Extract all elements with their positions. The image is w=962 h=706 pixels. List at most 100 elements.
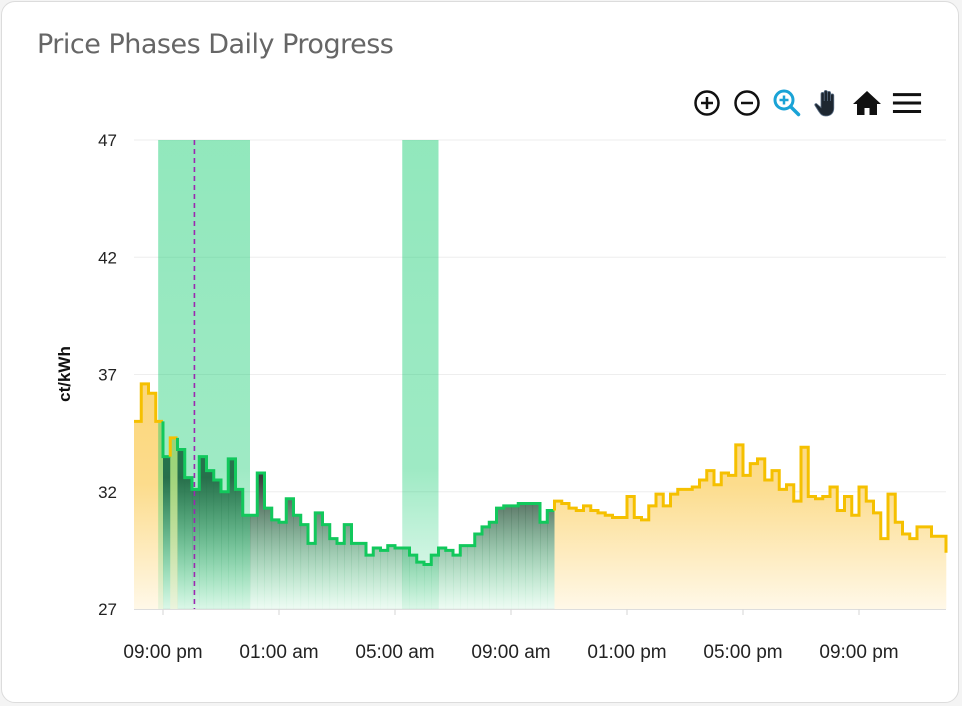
yellow-phase-bar xyxy=(873,512,882,609)
cheap-phase-band xyxy=(158,140,250,609)
zoom-in-icon[interactable] xyxy=(692,88,722,118)
x-tick-label: 05:00 am xyxy=(355,642,434,663)
yellow-phase-bar xyxy=(786,484,795,609)
yellow-phase-line xyxy=(168,436,178,457)
yellow-phase-bar xyxy=(938,536,947,609)
yellow-phase-bar xyxy=(648,505,657,609)
yellow-phase-bar xyxy=(917,526,925,609)
yellow-phase-bar xyxy=(569,508,577,609)
green-phase-bar xyxy=(271,519,280,609)
x-tick-label: 09:00 pm xyxy=(123,642,202,663)
yellow-phase-bar xyxy=(808,496,816,609)
yellow-phase-bar xyxy=(851,515,860,609)
y-tick-label: 47 xyxy=(98,131,117,150)
yellow-phase-bar xyxy=(714,484,722,609)
green-phase-bar xyxy=(293,515,302,609)
green-phase-bar xyxy=(496,508,505,609)
menu-icon[interactable] xyxy=(892,88,922,118)
yellow-phase-bar xyxy=(619,517,628,609)
y-tick-label: 27 xyxy=(98,600,117,619)
chart-title: Price Phases Daily Progress xyxy=(37,29,394,60)
green-phase-bar xyxy=(460,545,468,609)
green-phase-bar xyxy=(489,522,497,609)
green-phase-bar xyxy=(308,543,316,609)
yellow-phase-bar xyxy=(822,496,831,609)
pan-hand-icon[interactable] xyxy=(812,88,842,118)
green-phase-bar xyxy=(373,548,381,609)
green-phase-line xyxy=(176,437,555,566)
yellow-phase-bar xyxy=(764,480,773,609)
yellow-phase-bar xyxy=(837,510,845,609)
yellow-phase-bar xyxy=(793,501,802,609)
yellow-phase-bar xyxy=(866,501,874,609)
green-phase-bar xyxy=(525,503,534,609)
chart-toolbar xyxy=(692,88,922,118)
yellow-phase-bar xyxy=(902,533,911,609)
yellow-phase-bar xyxy=(815,498,824,609)
yellow-phase-bar xyxy=(772,470,780,609)
yellow-phase-bar xyxy=(641,519,650,609)
yellow-phase-bar xyxy=(663,505,671,609)
green-phase-bar xyxy=(503,505,512,609)
x-tick-label: 05:00 pm xyxy=(703,642,782,663)
x-tick-label: 09:00 am xyxy=(471,642,550,663)
zoom-out-icon[interactable] xyxy=(732,88,762,118)
green-phase-bar xyxy=(337,543,345,609)
yellow-phase-bar xyxy=(554,501,563,609)
yellow-phase-bar xyxy=(844,496,853,609)
yellow-phase-bar xyxy=(605,515,613,609)
y-tick-label: 32 xyxy=(98,483,117,502)
green-phase-bar xyxy=(532,503,541,609)
yellow-phase-bar xyxy=(721,472,729,609)
x-tick-label: 09:00 pm xyxy=(819,642,898,663)
yellow-phase-bar xyxy=(880,538,889,609)
yellow-phase-bar xyxy=(931,536,940,609)
yellow-phase-bar xyxy=(801,447,809,609)
green-phase-bar xyxy=(438,548,447,609)
green-phase-bar xyxy=(380,550,389,609)
yellow-phase-bar xyxy=(757,458,766,609)
yellow-phase-bar xyxy=(859,487,867,609)
yellow-phase-bar xyxy=(627,496,635,609)
yellow-phase-bar xyxy=(735,444,744,609)
green-phase-bar xyxy=(315,512,323,609)
yellow-phase-bar xyxy=(612,517,621,609)
green-phase-bar xyxy=(547,510,555,609)
green-phase-bar xyxy=(474,533,483,609)
yellow-phase-bar xyxy=(670,494,679,609)
green-phase-bar xyxy=(322,524,331,609)
yellow-phase-bar xyxy=(909,538,918,609)
yellow-phase-bar xyxy=(743,475,751,609)
green-phase-bar xyxy=(387,545,396,609)
green-phase-line xyxy=(161,421,171,459)
yellow-phase-bar xyxy=(576,510,584,609)
yellow-phase-bar xyxy=(895,522,903,609)
green-phase-bar xyxy=(279,522,287,609)
yellow-phase-bar xyxy=(830,487,838,609)
selection-zoom-icon[interactable] xyxy=(772,88,802,118)
yellow-phase-bar xyxy=(561,503,570,609)
yellow-phase-bar xyxy=(779,489,787,609)
green-phase-bar xyxy=(351,543,360,609)
y-axis-label: ct/kWh xyxy=(55,346,74,402)
yellow-phase-bar xyxy=(677,489,686,609)
green-phase-bar xyxy=(264,508,273,609)
yellow-phase-bar xyxy=(634,517,642,609)
x-tick-label: 01:00 pm xyxy=(587,642,666,663)
green-phase-bar xyxy=(329,538,338,609)
reset-home-icon[interactable] xyxy=(852,88,882,118)
yellow-phase-bar xyxy=(888,494,896,609)
green-phase-bar xyxy=(286,498,294,609)
yellow-phase-bar xyxy=(583,505,592,609)
green-phase-bar xyxy=(467,545,476,609)
yellow-phase-bar xyxy=(148,393,157,609)
green-phase-bar xyxy=(482,526,490,609)
green-phase-bar xyxy=(300,524,309,609)
yellow-phase-bar xyxy=(656,494,664,609)
green-phase-bar xyxy=(250,515,258,609)
yellow-phase-bar xyxy=(750,463,758,609)
yellow-phase-bar xyxy=(692,487,700,609)
y-tick-label: 42 xyxy=(98,248,117,267)
